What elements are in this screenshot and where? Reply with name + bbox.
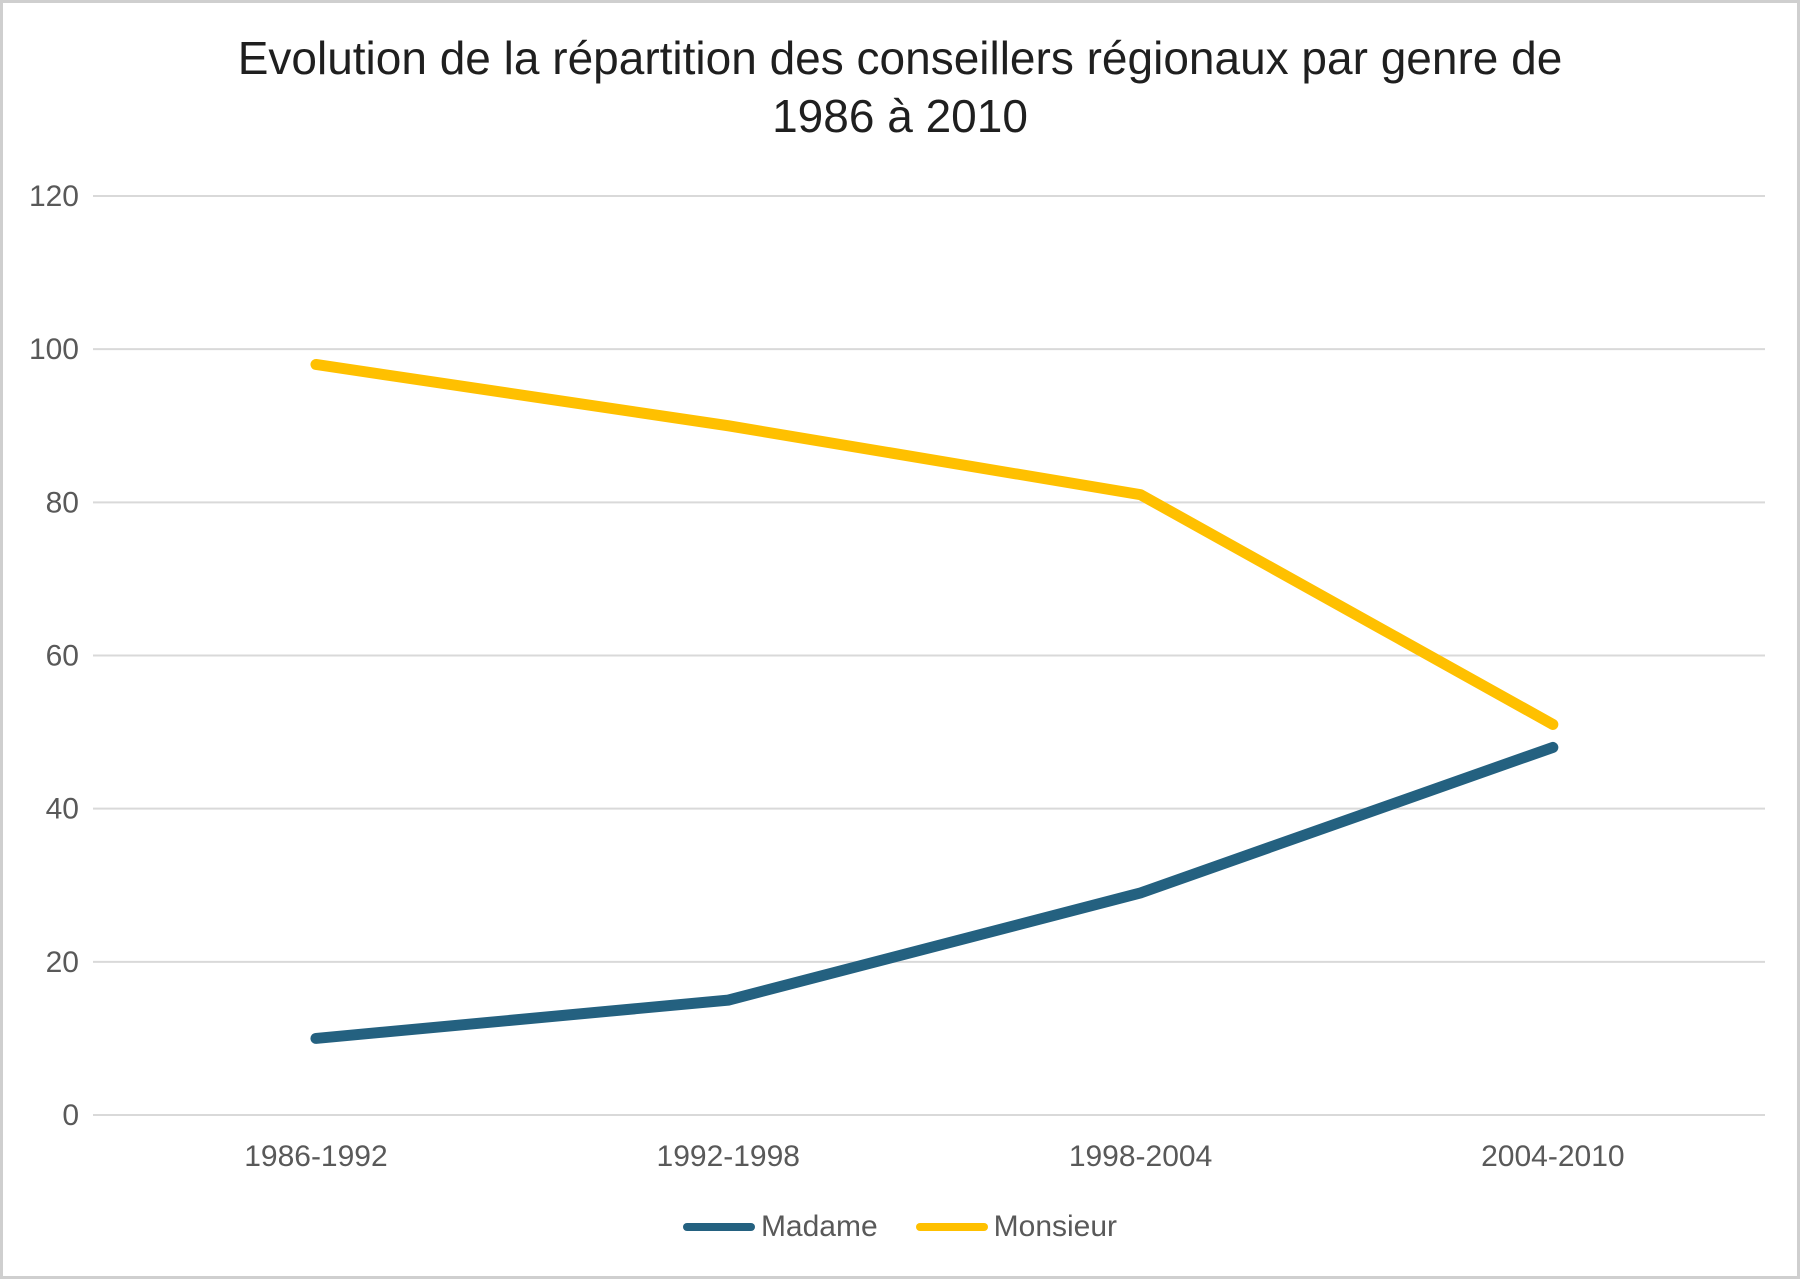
y-tick-label-40: 40 bbox=[46, 793, 79, 826]
y-tick-label-0: 0 bbox=[62, 1099, 79, 1132]
legend-line-icon-madame bbox=[682, 1223, 755, 1231]
legend-item-madame: Madame bbox=[682, 1210, 878, 1244]
series-line-monsieur bbox=[310, 358, 1559, 730]
y-tick-label-120: 120 bbox=[29, 180, 79, 213]
legend-label-monsieur: Monsieur bbox=[993, 1210, 1118, 1243]
chart-title: Evolution de la répartition des conseill… bbox=[3, 29, 1797, 145]
x-axis-label-2004-2010: 2004-2010 bbox=[1481, 1140, 1624, 1173]
series-line-madame bbox=[310, 741, 1559, 1044]
x-axis-label-1998-2004: 1998-2004 bbox=[1069, 1140, 1212, 1173]
y-tick-label-60: 60 bbox=[46, 640, 79, 673]
chart-title-line-1: Evolution de la répartition des conseill… bbox=[237, 32, 1563, 84]
y-tick-label-20: 20 bbox=[46, 946, 79, 979]
plot-area: 0 20 40 60 80 100 120 1986-1992 1992-1998 1998-20… bbox=[29, 180, 1765, 1173]
legend-line-icon-monsieur bbox=[915, 1223, 988, 1231]
y-tick-label-80: 80 bbox=[46, 486, 79, 519]
y-tick-label-100: 100 bbox=[29, 333, 79, 366]
legend: Madame Monsieur bbox=[3, 1210, 1797, 1244]
x-axis-label-1986-1992: 1986-1992 bbox=[244, 1140, 387, 1173]
chart-title-line-2: 1986 à 2010 bbox=[772, 90, 1028, 142]
legend-item-monsieur: Monsieur bbox=[915, 1210, 1118, 1244]
legend-label-madame: Madame bbox=[760, 1210, 878, 1243]
x-axis-label-1992-1998: 1992-1998 bbox=[657, 1140, 800, 1173]
